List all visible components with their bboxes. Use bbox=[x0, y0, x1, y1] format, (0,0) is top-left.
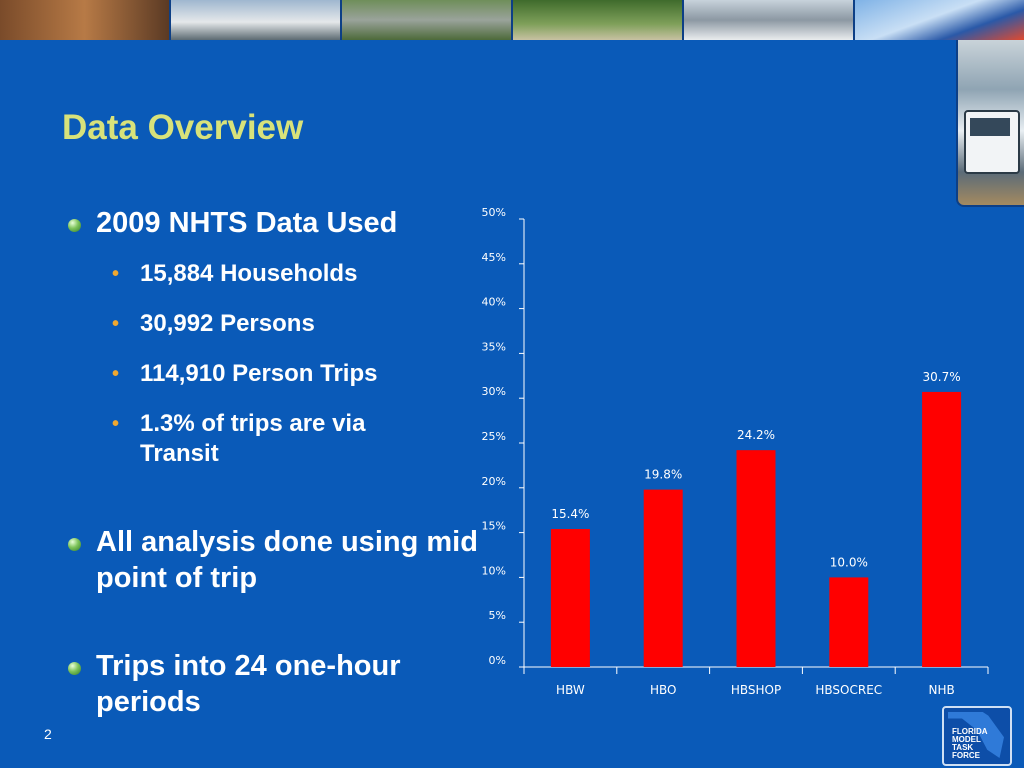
banner-photo-rail bbox=[0, 0, 171, 40]
sub-bullet-households: • 15,884 Households bbox=[68, 259, 488, 289]
logo-line: FLORIDA bbox=[952, 727, 988, 736]
data-label: 24.2% bbox=[737, 428, 775, 442]
slide-title: Data Overview bbox=[62, 108, 304, 147]
logo-line: FORCE bbox=[952, 751, 980, 760]
logo-line: MODEL bbox=[952, 735, 981, 744]
data-label: 10.0% bbox=[830, 555, 868, 569]
sub-bullet-dot-icon: • bbox=[112, 413, 120, 435]
trip-purpose-bar-chart: 0% 5% 10% 15% 20% 25% 30% 35% 40% 45% 50% 15.4% HBW 1… bbox=[482, 206, 989, 697]
sub-bullet-trips: • 114,910 Person Trips bbox=[68, 359, 488, 389]
logo-text: FLORIDA MODEL TASK FORCE bbox=[952, 728, 1006, 760]
y-tick-label: 30% bbox=[482, 385, 506, 398]
sub-bullet-dot-icon: • bbox=[112, 313, 120, 335]
data-label: 30.7% bbox=[923, 370, 961, 384]
sub-bullet-text: 114,910 Person Trips bbox=[140, 360, 378, 387]
x-category-label: HBW bbox=[556, 683, 585, 697]
banner-photo-highway bbox=[342, 0, 513, 40]
bus-photo bbox=[956, 40, 1024, 207]
florida-model-task-force-logo: FLORIDA MODEL TASK FORCE bbox=[942, 706, 1012, 766]
header-photo-banner bbox=[0, 0, 1024, 40]
logo-line: TASK bbox=[952, 743, 974, 752]
y-tick-label: 40% bbox=[482, 296, 506, 309]
bullet-dot-icon bbox=[68, 219, 81, 232]
bullet-nhts: 2009 NHTS Data Used bbox=[68, 205, 488, 241]
bullet-midpoint: All analysis done using mid point of tri… bbox=[68, 524, 488, 596]
y-tick-label: 5% bbox=[489, 609, 506, 622]
y-tick-label: 45% bbox=[482, 251, 506, 264]
bullet-text: All analysis done using mid point of tri… bbox=[96, 526, 478, 594]
data-label: 19.8% bbox=[644, 468, 682, 482]
sub-bullet-text: 30,992 Persons bbox=[140, 310, 315, 337]
bullet-list: 2009 NHTS Data Used • 15,884 Households … bbox=[68, 205, 488, 720]
y-tick-label: 10% bbox=[482, 564, 506, 577]
banner-photo-bike-trail bbox=[513, 0, 684, 40]
sub-bullet-text: 15,884 Households bbox=[140, 260, 358, 287]
x-category-label: HBSOCREC bbox=[815, 683, 882, 697]
y-tick-label: 20% bbox=[482, 475, 506, 488]
y-tick-label: 35% bbox=[482, 340, 506, 353]
y-tick-label: 25% bbox=[482, 430, 506, 443]
bus-icon bbox=[964, 110, 1020, 174]
y-tick-label: 15% bbox=[482, 520, 506, 533]
sub-bullet-transit: • 1.3% of trips are via Transit bbox=[68, 409, 410, 469]
banner-photo-truck bbox=[171, 0, 342, 40]
bar bbox=[643, 489, 683, 667]
sub-bullet-dot-icon: • bbox=[112, 363, 120, 385]
bar bbox=[736, 450, 776, 667]
y-tick-label: 50% bbox=[482, 206, 506, 219]
sub-bullet-text: 1.3% of trips are via Transit bbox=[140, 410, 366, 467]
sub-bullet-dot-icon: • bbox=[112, 263, 120, 285]
bullet-dot-icon bbox=[68, 662, 81, 675]
bullet-periods: Trips into 24 one-hour periods bbox=[68, 648, 476, 720]
bar bbox=[829, 577, 869, 667]
bar bbox=[550, 529, 590, 667]
y-tick-label: 0% bbox=[489, 654, 506, 667]
x-category-label: NHB bbox=[928, 683, 954, 697]
data-label: 15.4% bbox=[551, 507, 589, 521]
bullet-text: Trips into 24 one-hour periods bbox=[96, 650, 401, 718]
sub-bullet-persons: • 30,992 Persons bbox=[68, 309, 488, 339]
x-category-label: HBO bbox=[650, 683, 677, 697]
bullet-dot-icon bbox=[68, 538, 81, 551]
bullet-text: 2009 NHTS Data Used bbox=[96, 207, 398, 239]
x-category-label: HBSHOP bbox=[731, 683, 781, 697]
banner-photo-tram bbox=[684, 0, 855, 40]
banner-photo-airplane bbox=[855, 0, 1024, 40]
bar bbox=[922, 391, 962, 667]
page-number: 2 bbox=[44, 726, 52, 742]
